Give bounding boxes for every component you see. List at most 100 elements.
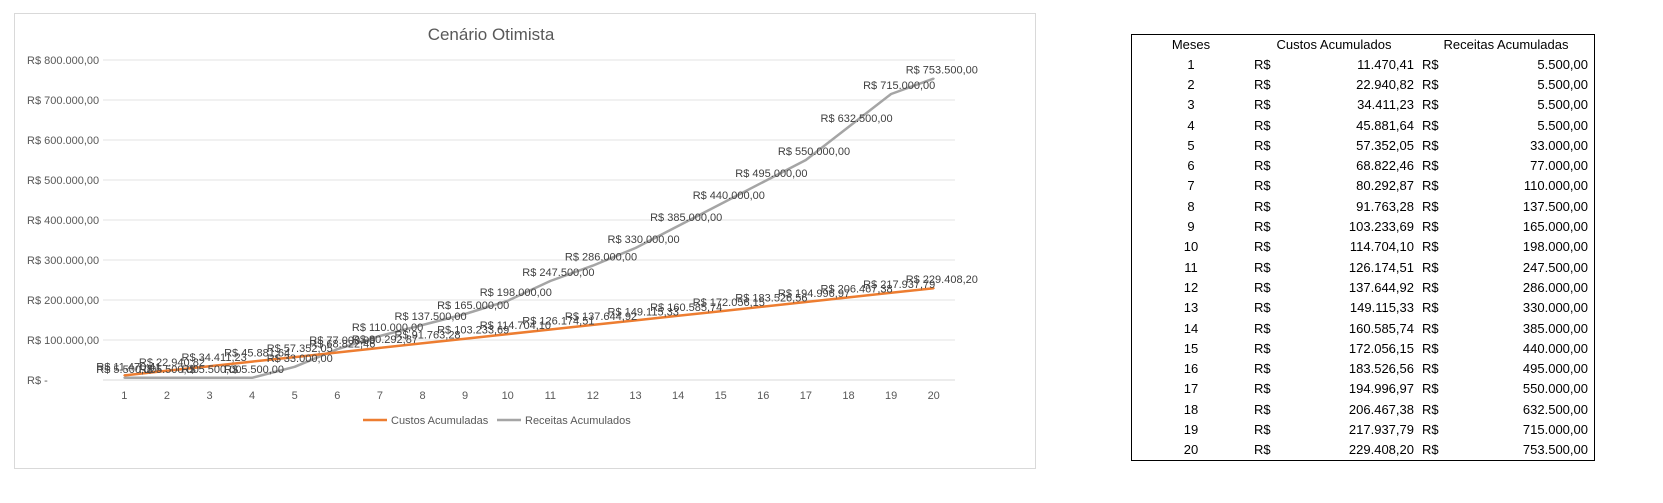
receitas-value-cell: 632.500,00 [1522,401,1588,417]
currency-cell: R$ [1422,340,1439,356]
table-row: 19 R$ 217.937,79 R$ 715.000,00 [1132,419,1595,439]
data-point-custos [804,301,807,304]
y-tick-label: R$ 300.000,00 [27,255,99,267]
data-label-receitas: R$ 137.500,00 [395,311,467,323]
data-point-custos [719,310,722,313]
currency-cell: R$ [1422,178,1439,194]
data-point-custos [762,305,765,308]
x-tick-label: 5 [292,390,298,402]
y-tick-label: R$ 600.000,00 [27,135,99,147]
data-label-receitas: R$ 77.000,00 [309,335,375,347]
x-tick-label: 12 [587,390,599,402]
data-label-receitas: R$ 247.500,00 [522,267,594,279]
data-label-custos: R$ 80.292,87 [352,334,418,346]
x-tick-label: 17 [800,390,812,402]
month-cell: 4 [1187,117,1195,133]
y-tick-label: R$ 500.000,00 [27,175,99,187]
currency-cell: R$ [1422,259,1439,275]
currency-cell: R$ [1422,158,1439,174]
currency-cell: R$ [1254,401,1271,417]
data-label-custos: R$ 91.763,28 [395,329,461,341]
data-label-custos: R$ 137.644,92 [565,311,637,323]
data-point-custos [890,291,893,294]
data-label-custos: R$ 57.352,05 [267,343,333,355]
custos-value-cell: 45.881,64 [1356,117,1414,133]
currency-cell: R$ [1422,198,1439,214]
x-tick-label: 2 [164,390,170,402]
data-point-custos [251,360,254,363]
month-cell: 9 [1187,219,1195,235]
month-cell: 16 [1183,361,1199,377]
currency-cell: R$ [1254,76,1271,92]
line-chart: Cenário Otimista R$ - R$ 100.000,00 R$ 200.… [27,25,978,427]
currency-cell: R$ [1254,259,1271,275]
data-label-custos: R$ 34.411,23 [182,352,247,364]
y-tick-label: R$ 800.000,00 [27,55,99,67]
data-label-custos: R$ 194.996,97 [778,288,850,300]
currency-cell: R$ [1254,158,1271,174]
currency-cell: R$ [1422,137,1439,153]
data-point-custos [549,328,552,331]
receitas-value-cell: 715.000,00 [1522,421,1588,437]
data-point-receitas [932,77,935,80]
x-tick-label: 16 [757,390,769,402]
currency-cell: R$ [1254,219,1271,235]
table-row: 20 R$ 229.408,20 R$ 753.500,00 [1132,440,1595,461]
currency-cell: R$ [1422,239,1439,255]
table-row: 8 R$ 91.763,28 R$ 137.500,00 [1132,196,1595,216]
header-meses: Meses [1171,37,1211,52]
data-table: Meses Custos Acumulados Receitas Acumula… [1131,34,1595,461]
currency-cell: R$ [1254,97,1271,113]
receitas-value-cell: 5.500,00 [1537,117,1588,133]
month-cell: 18 [1183,401,1199,417]
chart-title: Cenário Otimista [428,25,555,44]
custos-value-cell: 114.704,10 [1349,239,1414,255]
currency-cell: R$ [1254,340,1271,356]
data-label-receitas: R$ 753.500,00 [906,65,978,77]
data-label-receitas: R$ 550.000,00 [778,146,850,158]
data-label-custos: R$ 206.467,38 [821,283,893,295]
month-cell: 8 [1187,198,1195,214]
currency-cell: R$ [1422,219,1439,235]
data-label-receitas: R$ 286.000,00 [565,252,637,264]
table-row: 16 R$ 183.526,56 R$ 495.000,00 [1132,358,1595,378]
data-point-custos [634,319,637,322]
x-tick-label: 20 [928,390,940,402]
table-row: 3 R$ 34.411,23 R$ 5.500,00 [1132,95,1595,115]
month-cell: 14 [1183,320,1199,336]
currency-cell: R$ [1422,442,1439,458]
table-row: 2 R$ 22.940,82 R$ 5.500,00 [1132,74,1595,94]
month-cell: 10 [1183,239,1199,255]
custos-value-cell: 149.115,33 [1349,300,1414,316]
data-label-receitas: R$ 165.000,00 [437,300,509,312]
receitas-value-cell: 5.500,00 [1537,97,1588,113]
table-row: 18 R$ 206.467,38 R$ 632.500,00 [1132,399,1595,419]
currency-cell: R$ [1422,401,1439,417]
custos-value-cell: 229.408,20 [1348,442,1414,458]
data-point-receitas [890,93,893,95]
receitas-value-cell: 495.000,00 [1522,361,1588,377]
custos-value-cell: 194.996,97 [1348,381,1414,397]
table-header-row: Meses Custos Acumulados Receitas Acumula… [1132,35,1595,55]
currency-cell: R$ [1422,300,1439,316]
data-label-custos: R$ 149.115,33 [608,306,679,318]
currency-cell: R$ [1422,117,1439,133]
currency-cell: R$ [1254,300,1271,316]
table-row: 17 R$ 194.996,97 R$ 550.000,00 [1132,379,1595,399]
custos-value-cell: 217.937,79 [1348,421,1414,437]
currency-cell: R$ [1254,279,1271,295]
data-label-custos: R$ 217.937,79 [863,279,935,291]
data-label-custos: R$ 126.174,51 [522,316,594,328]
y-tick-label: R$ 700.000,00 [27,95,99,107]
receitas-value-cell: 330.000,00 [1522,300,1588,316]
data-point-custos [506,333,509,336]
data-point-receitas [251,376,254,379]
y-tick-label: R$ 200.000,00 [27,295,99,307]
month-cell: 1 [1187,56,1195,72]
table-row: 12 R$ 137.644,92 R$ 286.000,00 [1132,277,1595,297]
month-cell: 11 [1184,259,1198,275]
custos-value-cell: 172.056,15 [1348,340,1414,356]
receitas-value-cell: 5.500,00 [1537,56,1588,72]
currency-cell: R$ [1422,421,1439,437]
data-label-receitas: R$ 5.500,00 [182,364,242,376]
